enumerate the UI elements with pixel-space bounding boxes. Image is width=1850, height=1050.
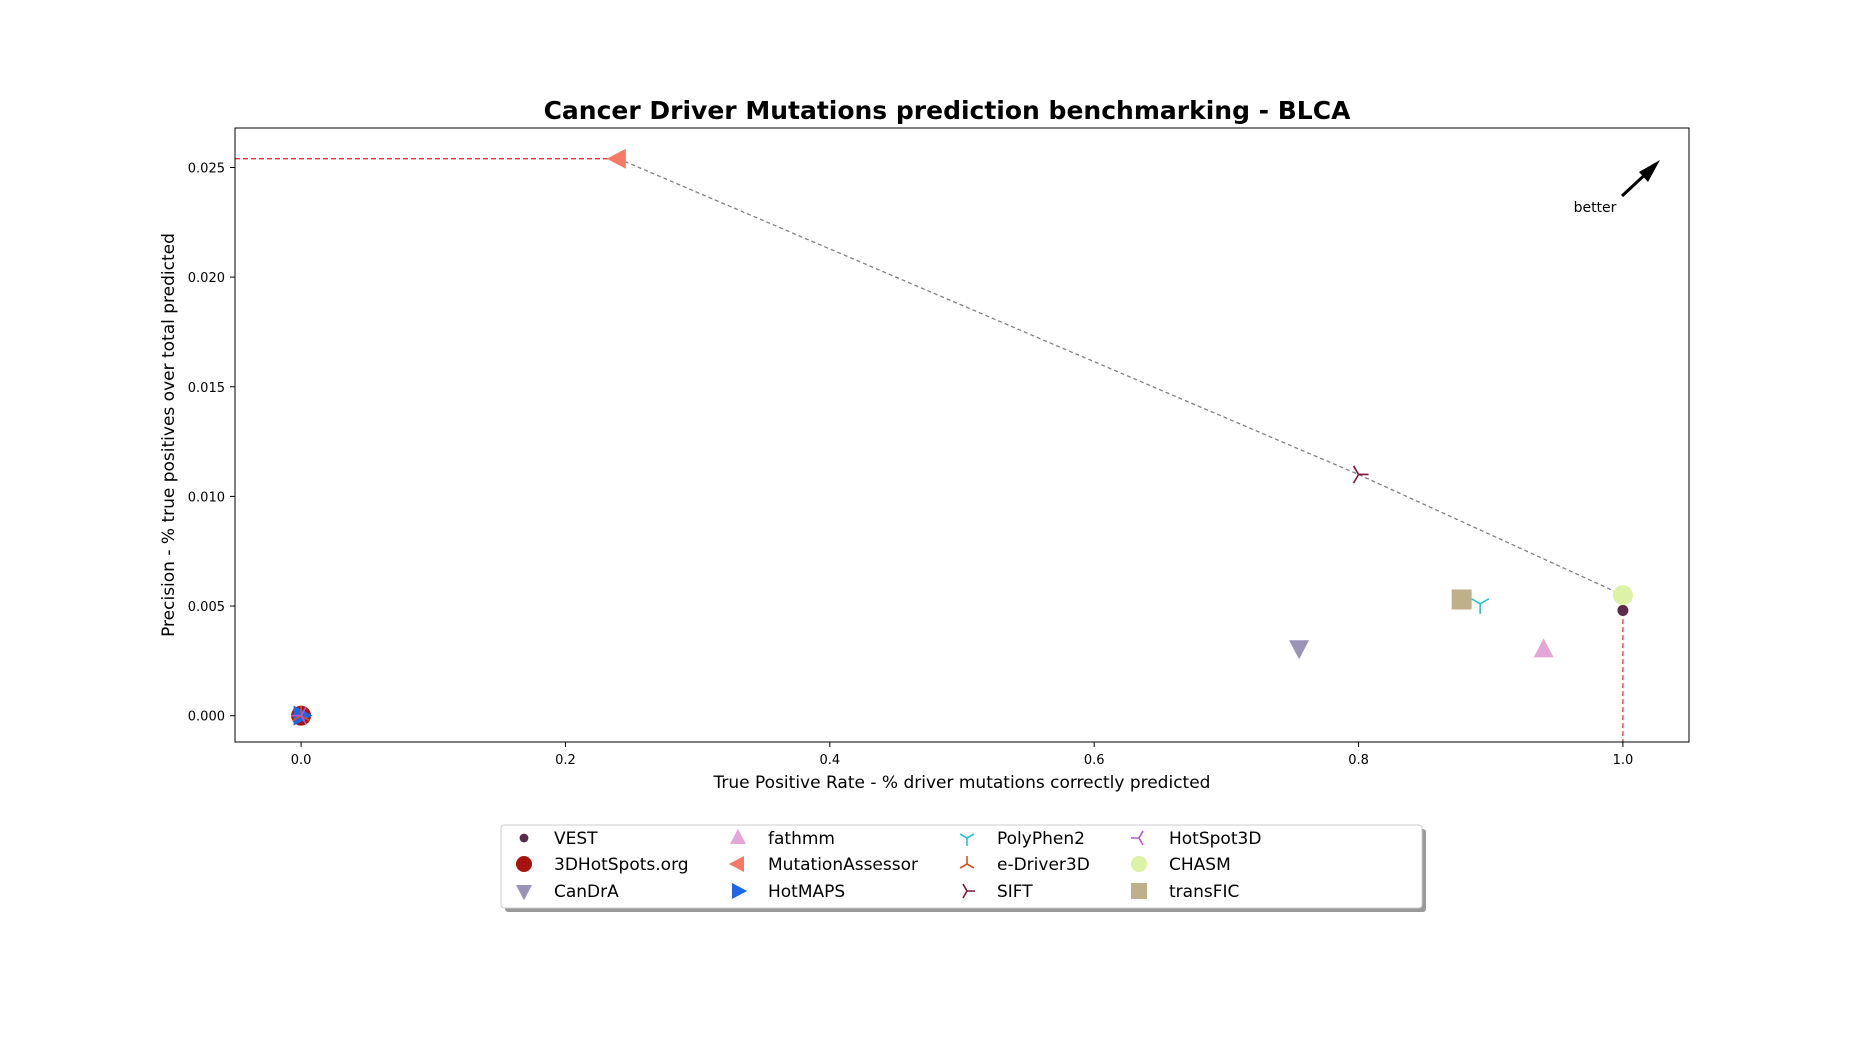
plot-frame [234,127,1690,743]
better-label: better [1574,200,1617,216]
legend-marker-hotmaps [732,883,748,899]
point-hotspot3d [291,706,307,725]
legend-marker-vest [519,833,529,843]
x-axis-label: True Positive Rate - % driver mutations … [713,773,1211,793]
legend-marker-chasm [1131,856,1147,872]
legend-marker-fathmm [730,828,746,844]
legend-label-transfic: transFIC [1169,882,1239,902]
legend-marker-sift [962,883,975,899]
y-tick-label: 0.025 [188,161,225,176]
legend-item-hotspot3d: HotSpot3D [1131,829,1261,849]
point-polyphen2 [1471,598,1490,614]
legend-marker-hotspot3d [1131,830,1144,846]
legend-marker-3dhotspots-org [516,856,532,872]
legend-item-vest: VEST [519,829,598,849]
y-tick-label: 0.010 [188,490,225,505]
y-tick-label: 0.015 [188,381,225,396]
legend-label-polyphen2: PolyPhen2 [997,829,1085,849]
legend-label-mutationassessor: MutationAssessor [768,855,918,875]
legend-item-polyphen2: PolyPhen2 [959,829,1085,849]
point-hotmaps [293,705,313,726]
x-tick-label: 0.8 [1348,753,1369,768]
legend-marker-polyphen2 [959,833,975,846]
legend-label-3dhotspots-org: 3DHotSpots.org [554,855,689,875]
point-sift [1352,465,1369,484]
legend-label-vest: VEST [554,829,598,849]
point-candra [1289,640,1310,660]
legend-item-sift: SIFT [962,882,1033,902]
legend: VEST 3DHotSpots.org CanDrA fathmm MutationAs… [500,824,1426,912]
legend-item-fathmm: fathmm [730,828,835,849]
legend-item-hotmaps: HotMAPS [732,882,845,902]
legend-label-fathmm: fathmm [768,829,835,849]
legend-item-chasm: CHASM [1131,855,1231,875]
legend-item-3dhotspots-org: 3DHotSpots.org [516,855,689,875]
legend-item-candra: CanDrA [516,882,619,902]
legend-item-mutationassessor: MutationAssessor [728,855,918,875]
point-vest [1617,604,1629,616]
legend-label-sift: SIFT [997,882,1033,902]
legend-label-hotmaps: HotMAPS [768,882,845,902]
pareto-frontier-line [618,158,1624,596]
legend-item-transfic: transFIC [1131,882,1239,902]
point-mutationassessor [606,148,626,169]
x-tick-label: 0.0 [291,753,312,768]
legend-label-hotspot3d: HotSpot3D [1169,829,1261,849]
x-tick-label: 1.0 [1613,753,1634,768]
point-chasm [1612,585,1633,606]
x-tick-label: 0.6 [1084,753,1105,768]
legend-label-e-driver3d: e-Driver3D [997,855,1090,875]
y-tick-label: 0.005 [188,600,225,615]
x-tick-label: 0.4 [819,753,840,768]
x-tick-label: 0.2 [555,753,576,768]
legend-label-chasm: CHASM [1169,855,1231,875]
better-arrow-head [1639,160,1660,182]
point-transfic [1451,589,1472,610]
legend-item-e-driver3d: e-Driver3D [959,855,1090,875]
legend-marker-mutationassessor [728,856,744,872]
chart-title: Cancer Driver Mutations prediction bench… [544,96,1352,125]
y-tick-label: 0.020 [188,271,225,286]
point-e-driver3d [292,705,311,722]
y-axis-label: Precision - % true positives over total … [159,233,179,637]
legend-marker-e-driver3d [959,856,975,869]
legend-marker-candra [516,885,532,901]
y-tick-label: 0.000 [188,710,225,725]
point-fathmm [1533,638,1554,658]
better-annotation: better [1574,160,1660,216]
legend-marker-transfic [1131,883,1147,899]
legend-label-candra: CanDrA [554,882,619,902]
